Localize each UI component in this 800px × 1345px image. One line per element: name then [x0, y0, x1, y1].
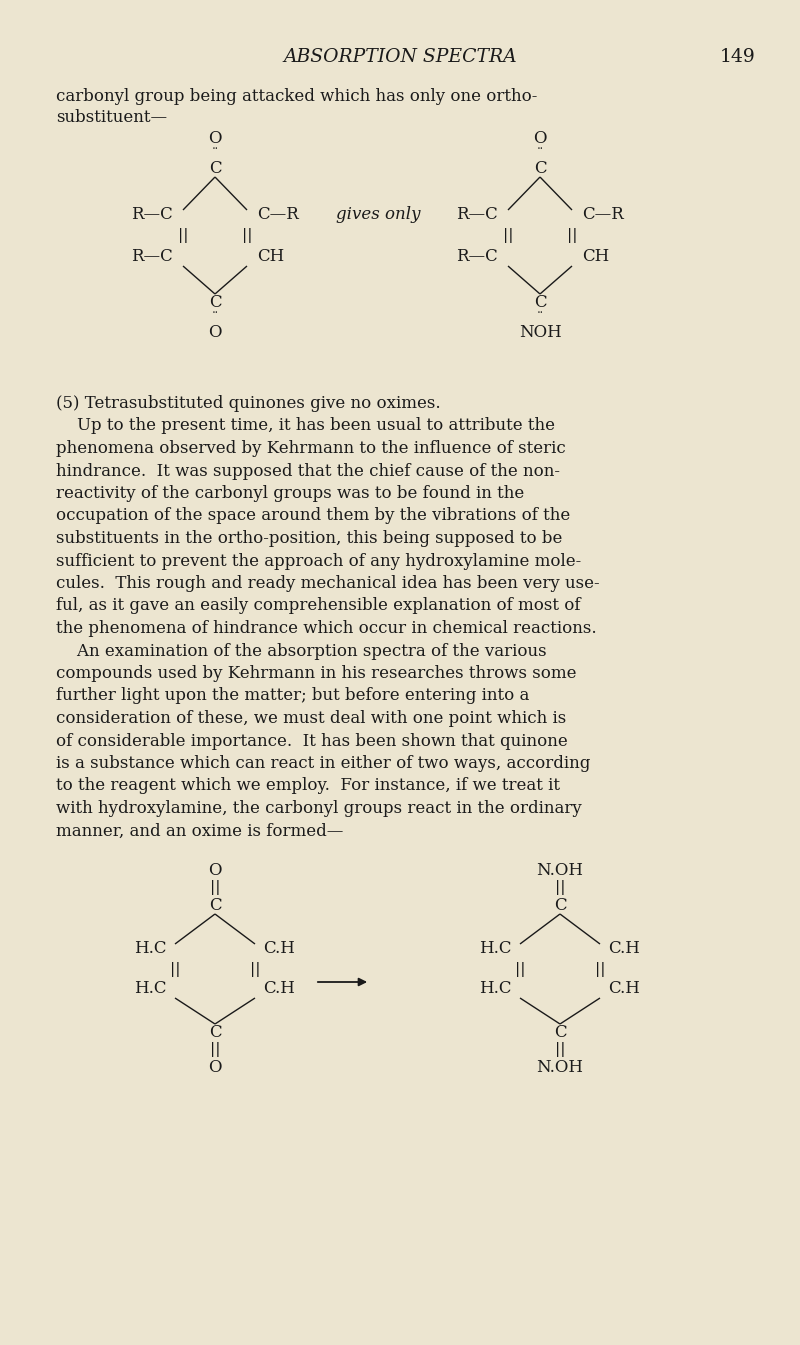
Text: sufficient to prevent the approach of any hydroxylamine mole-: sufficient to prevent the approach of an… [56, 553, 582, 569]
Text: R—C: R—C [131, 247, 173, 265]
Text: N.OH: N.OH [537, 1059, 583, 1076]
Text: further light upon the matter; but before entering into a: further light upon the matter; but befor… [56, 687, 530, 705]
Text: ||: || [554, 1042, 566, 1057]
Text: C: C [209, 897, 222, 915]
Text: H.C: H.C [479, 981, 512, 997]
Text: gives only: gives only [336, 206, 420, 223]
Text: An examination of the absorption spectra of the various: An examination of the absorption spectra… [56, 643, 546, 659]
Text: C: C [209, 1024, 222, 1041]
Text: ¨: ¨ [212, 312, 218, 325]
Text: N.OH: N.OH [537, 862, 583, 880]
Text: O: O [208, 862, 222, 880]
Text: CH: CH [582, 247, 610, 265]
Text: O: O [208, 1059, 222, 1076]
Text: H.C: H.C [134, 981, 167, 997]
Text: ¨: ¨ [537, 148, 543, 161]
Text: 149: 149 [719, 48, 755, 66]
Text: Up to the present time, it has been usual to attribute the: Up to the present time, it has been usua… [56, 417, 555, 434]
Text: substituent—: substituent— [56, 109, 167, 126]
Text: C.H: C.H [608, 940, 640, 958]
Text: ||: || [210, 1042, 220, 1057]
Text: is a substance which can react in either of two ways, according: is a substance which can react in either… [56, 755, 590, 772]
Text: C: C [209, 295, 222, 311]
Text: C: C [554, 897, 566, 915]
Text: R—C: R—C [131, 206, 173, 223]
Text: C: C [554, 1024, 566, 1041]
Text: (5) Tetrasubstituted quinones give no oximes.: (5) Tetrasubstituted quinones give no ox… [56, 395, 441, 412]
Text: O: O [534, 130, 546, 147]
Text: ¨: ¨ [212, 148, 218, 161]
Text: manner, and an oxime is formed—: manner, and an oxime is formed— [56, 823, 343, 839]
Text: of considerable importance.  It has been shown that quinone: of considerable importance. It has been … [56, 733, 568, 749]
Text: with hydroxylamine, the carbonyl groups react in the ordinary: with hydroxylamine, the carbonyl groups … [56, 800, 582, 816]
Text: C.H: C.H [263, 981, 295, 997]
Text: R—C: R—C [456, 247, 498, 265]
Text: carbonyl group being attacked which has only one ortho-: carbonyl group being attacked which has … [56, 87, 538, 105]
Text: ||: || [594, 962, 606, 976]
Text: ABSORPTION SPECTRA: ABSORPTION SPECTRA [283, 48, 517, 66]
Text: ||: || [242, 229, 252, 243]
Text: ||: || [566, 229, 578, 243]
Text: C.H: C.H [263, 940, 295, 958]
Text: R—C: R—C [456, 206, 498, 223]
Text: ¨: ¨ [537, 312, 543, 325]
Text: ||: || [502, 229, 514, 243]
Text: O: O [208, 130, 222, 147]
Text: phenomena observed by Kehrmann to the influence of steric: phenomena observed by Kehrmann to the in… [56, 440, 566, 457]
Text: C: C [209, 160, 222, 178]
Text: H.C: H.C [134, 940, 167, 958]
Text: ||: || [250, 962, 260, 976]
Text: ||: || [514, 962, 526, 976]
Text: ||: || [554, 880, 566, 894]
Text: H.C: H.C [479, 940, 512, 958]
Text: NOH: NOH [518, 324, 562, 342]
Text: compounds used by Kehrmann in his researches throws some: compounds used by Kehrmann in his resear… [56, 664, 577, 682]
Text: C: C [534, 295, 546, 311]
Text: O: O [208, 324, 222, 342]
Text: ||: || [210, 880, 220, 894]
Text: substituents in the ortho-position, this being supposed to be: substituents in the ortho-position, this… [56, 530, 562, 547]
Text: C: C [534, 160, 546, 178]
Text: reactivity of the carbonyl groups was to be found in the: reactivity of the carbonyl groups was to… [56, 486, 524, 502]
Text: ||: || [178, 229, 188, 243]
Text: consideration of these, we must deal with one point which is: consideration of these, we must deal wit… [56, 710, 566, 728]
Text: CH: CH [257, 247, 284, 265]
Text: ful, as it gave an easily comprehensible explanation of most of: ful, as it gave an easily comprehensible… [56, 597, 581, 615]
Text: hindrance.  It was supposed that the chief cause of the non-: hindrance. It was supposed that the chie… [56, 463, 560, 480]
Text: the phenomena of hindrance which occur in chemical reactions.: the phenomena of hindrance which occur i… [56, 620, 597, 638]
Text: occupation of the space around them by the vibrations of the: occupation of the space around them by t… [56, 507, 570, 525]
Text: ||: || [170, 962, 180, 976]
Text: C.H: C.H [608, 981, 640, 997]
Text: C—R: C—R [582, 206, 624, 223]
Text: cules.  This rough and ready mechanical idea has been very use-: cules. This rough and ready mechanical i… [56, 576, 600, 592]
Text: C—R: C—R [257, 206, 298, 223]
Text: to the reagent which we employ.  For instance, if we treat it: to the reagent which we employ. For inst… [56, 777, 560, 795]
